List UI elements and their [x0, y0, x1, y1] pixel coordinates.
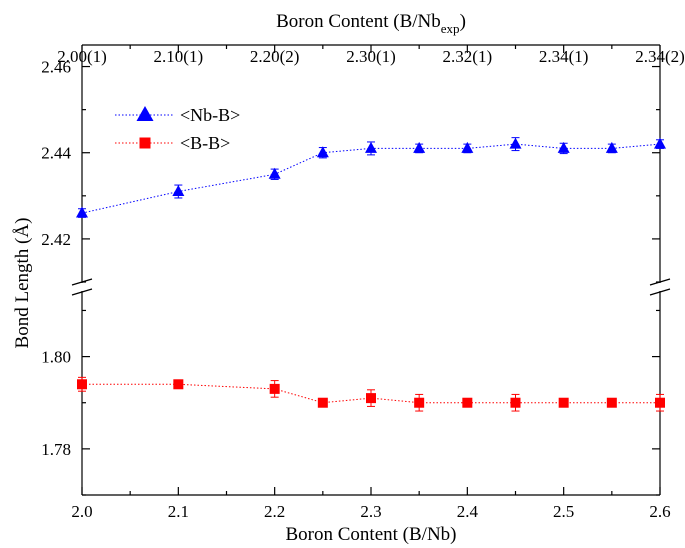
x-tick-label: 2.4	[457, 502, 479, 521]
data-point-nb-b	[654, 137, 666, 149]
data-point-b-b	[558, 397, 569, 408]
top-tick-label: 2.00(1)	[57, 47, 107, 66]
x-tick-label: 2.2	[264, 502, 285, 521]
data-point-nb-b	[605, 141, 618, 154]
square-marker	[558, 397, 569, 408]
triangle-marker	[76, 206, 88, 218]
x-tick-label: 2.5	[553, 502, 574, 521]
series-markers	[76, 137, 666, 412]
plot-frame	[71, 44, 671, 496]
square-marker	[655, 397, 665, 408]
square-marker	[462, 397, 473, 408]
top-axis-title-close: )	[460, 11, 466, 32]
square-marker	[269, 383, 280, 394]
triangle-marker	[268, 167, 281, 179]
data-point-b-b	[77, 376, 87, 392]
top-tick-label: 2.32(1)	[443, 47, 493, 66]
data-point-b-b	[655, 393, 665, 412]
square-marker	[606, 397, 617, 408]
legend-entry-b-b: <B-B>	[115, 133, 230, 153]
y-tick-label-upper: 2.44	[41, 144, 71, 163]
triangle-marker	[557, 141, 570, 153]
data-point-b-b	[366, 389, 376, 407]
data-point-b-b	[462, 397, 473, 408]
top-tick-label: 2.34(1)	[539, 47, 589, 66]
data-point-b-b	[173, 379, 184, 390]
y-tick-label-upper: 2.42	[41, 230, 71, 249]
x-tick-label: 2.3	[360, 502, 381, 521]
tick-labels: 2.0 2.1 2.2 2.3 2.4 2.5 2.6 2.00(1) 2.10(1) 2.20(…	[41, 47, 685, 521]
triangle-marker	[172, 185, 185, 197]
square-marker	[510, 397, 521, 408]
legend-entry-nb-b: <Nb-B>	[115, 105, 240, 125]
square-marker	[173, 379, 184, 390]
y-tick-label-upper: 2.46	[41, 58, 71, 77]
top-axis-title-subscript: exp	[441, 21, 460, 36]
axis-ticks	[81, 45, 661, 496]
top-axis-title-main: Boron Content (B/Nb	[276, 11, 441, 32]
triangle-marker	[413, 141, 426, 153]
series-lines	[81, 143, 661, 404]
triangle-marker	[316, 146, 329, 158]
right-axis-break-mark	[649, 288, 671, 296]
top-tick-label: 2.20(2)	[250, 47, 300, 66]
data-point-nb-b	[172, 184, 185, 199]
square-marker	[77, 379, 87, 390]
top-tick-label: 2.10(1)	[154, 47, 204, 66]
triangle-marker	[509, 137, 522, 149]
data-point-nb-b	[76, 206, 88, 218]
top-axis-title: Boron Content (B/Nbexp)	[276, 11, 466, 36]
triangle-marker	[365, 141, 377, 153]
x-tick-label: 2.0	[71, 502, 92, 521]
square-marker	[317, 397, 328, 408]
data-point-nb-b	[268, 167, 281, 180]
legend: <Nb-B> <B-B>	[115, 105, 240, 153]
data-point-b-b	[510, 393, 521, 412]
data-point-b-b	[606, 397, 617, 408]
y-tick-label-lower: 1.80	[41, 348, 71, 367]
top-tick-label: 2.30(1)	[346, 47, 396, 66]
data-point-nb-b	[365, 141, 377, 156]
top-tick-label: 2.34(2)	[635, 47, 685, 66]
triangle-marker	[605, 141, 618, 153]
x-tick-label: 2.1	[168, 502, 189, 521]
y-tick-label-lower: 1.78	[41, 440, 71, 459]
square-marker	[366, 393, 376, 404]
legend-square-marker	[139, 137, 151, 149]
x-axis-title: Boron Content (B/Nb)	[286, 524, 457, 545]
triangle-marker	[461, 141, 474, 153]
data-point-b-b	[269, 380, 280, 398]
data-point-b-b	[414, 393, 425, 412]
y-axis-title: Bond Length (Å)	[12, 218, 33, 349]
left-axis-break-mark	[71, 288, 93, 296]
legend-triangle-marker	[136, 106, 154, 121]
data-point-nb-b	[509, 137, 522, 152]
data-point-b-b	[317, 397, 328, 408]
data-point-nb-b	[557, 141, 570, 155]
legend-label-b-b: <B-B>	[180, 133, 230, 153]
data-point-nb-b	[316, 146, 329, 159]
square-marker	[414, 397, 425, 408]
data-point-nb-b	[461, 141, 474, 154]
legend-label-nb-b: <Nb-B>	[180, 105, 240, 125]
x-tick-label: 2.6	[649, 502, 670, 521]
triangle-marker	[654, 137, 666, 149]
data-point-nb-b	[413, 141, 426, 154]
